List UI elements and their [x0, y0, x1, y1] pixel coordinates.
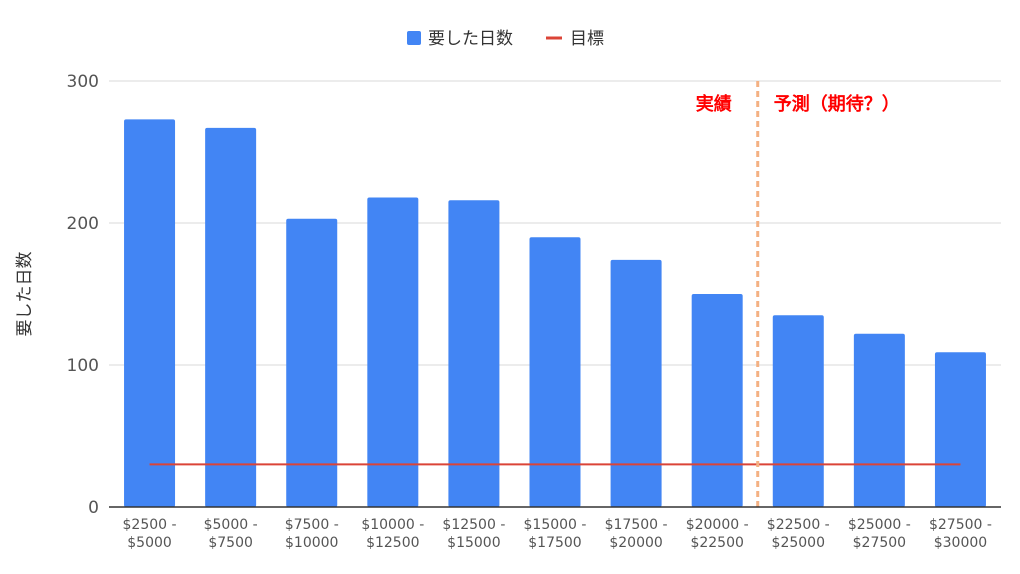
bar — [529, 237, 581, 507]
x-tick-label-line: $15000 — [447, 535, 500, 551]
legend-swatch-bars — [407, 31, 421, 45]
y-tick-label: 0 — [88, 498, 99, 518]
x-tick-label: $27500 - $30000 — [929, 517, 992, 551]
bar — [934, 352, 986, 507]
bar — [205, 127, 257, 508]
legend-label-bars: 要した日数 — [428, 29, 513, 49]
forecast-label: 予測（期待？） — [774, 93, 900, 115]
x-tick-label: $12500 - $15000 — [442, 517, 505, 551]
bar — [124, 119, 176, 507]
y-tick-label: 300 — [67, 72, 99, 92]
x-tick-label-line: $7500 - — [285, 517, 339, 533]
x-tick-label-line: $15000 - — [524, 517, 587, 533]
x-tick-label-line: $22500 - — [767, 517, 830, 533]
bar — [610, 259, 662, 507]
x-tick-label: $10000 - $12500 — [361, 517, 424, 551]
legend: 要した日数 目標 — [407, 29, 604, 49]
x-tick-label: $7500 - $10000 — [285, 517, 339, 551]
x-tick-label: $2500 - $5000 — [123, 517, 177, 551]
bar — [286, 218, 338, 508]
y-tick-label: 200 — [67, 214, 99, 234]
x-tick-label-line: $27500 - — [929, 517, 992, 533]
x-tick-label-line: $20000 — [609, 535, 662, 551]
x-tick-label-line: $27500 — [853, 535, 906, 551]
x-tick-label: $15000 - $17500 — [524, 517, 587, 551]
x-tick-label-line: $7500 — [208, 535, 253, 551]
x-tick-label-line: $25000 — [772, 535, 825, 551]
x-tick-label: $25000 - $27500 — [848, 517, 911, 551]
x-tick-label-line: $12500 - — [442, 517, 505, 533]
x-tick-label-line: $30000 — [934, 535, 987, 551]
y-tick-label: 100 — [67, 356, 99, 376]
legend-label-target: 目標 — [570, 29, 604, 49]
x-tick-label-line: $17500 — [528, 535, 581, 551]
bar — [448, 200, 500, 507]
actual-label: 実績 — [696, 93, 732, 115]
x-tick-label-line: $5000 - — [204, 517, 258, 533]
bar — [691, 294, 743, 507]
bar — [853, 333, 905, 507]
bars — [124, 119, 986, 508]
x-tick-label-line: $20000 - — [686, 517, 749, 533]
x-tick-label: $5000 - $7500 — [204, 517, 258, 551]
x-tick-label-line: $12500 — [366, 535, 419, 551]
x-tick-label-line: $2500 - — [123, 517, 177, 533]
x-tick-label: $17500 - $20000 — [605, 517, 668, 551]
x-tick-label-line: $22500 — [690, 535, 743, 551]
x-tick-label-line: $5000 — [127, 535, 172, 551]
x-tick-label-line: $25000 - — [848, 517, 911, 533]
x-tick-label: $22500 - $25000 — [767, 517, 830, 551]
x-tick-label: $20000 - $22500 — [686, 517, 749, 551]
bar — [367, 197, 419, 507]
x-tick-label-line: $17500 - — [605, 517, 668, 533]
y-axis-label: 要した日数 — [15, 252, 35, 337]
annotations: 実績 予測（期待？） — [696, 81, 900, 509]
bar — [772, 315, 824, 507]
axes: 0 100 200 300 $2500 - $5000 $5000 - $7500 $7500 … — [15, 72, 1001, 551]
x-tick-label-line: $10000 - — [361, 517, 424, 533]
x-tick-label-line: $10000 — [285, 535, 338, 551]
